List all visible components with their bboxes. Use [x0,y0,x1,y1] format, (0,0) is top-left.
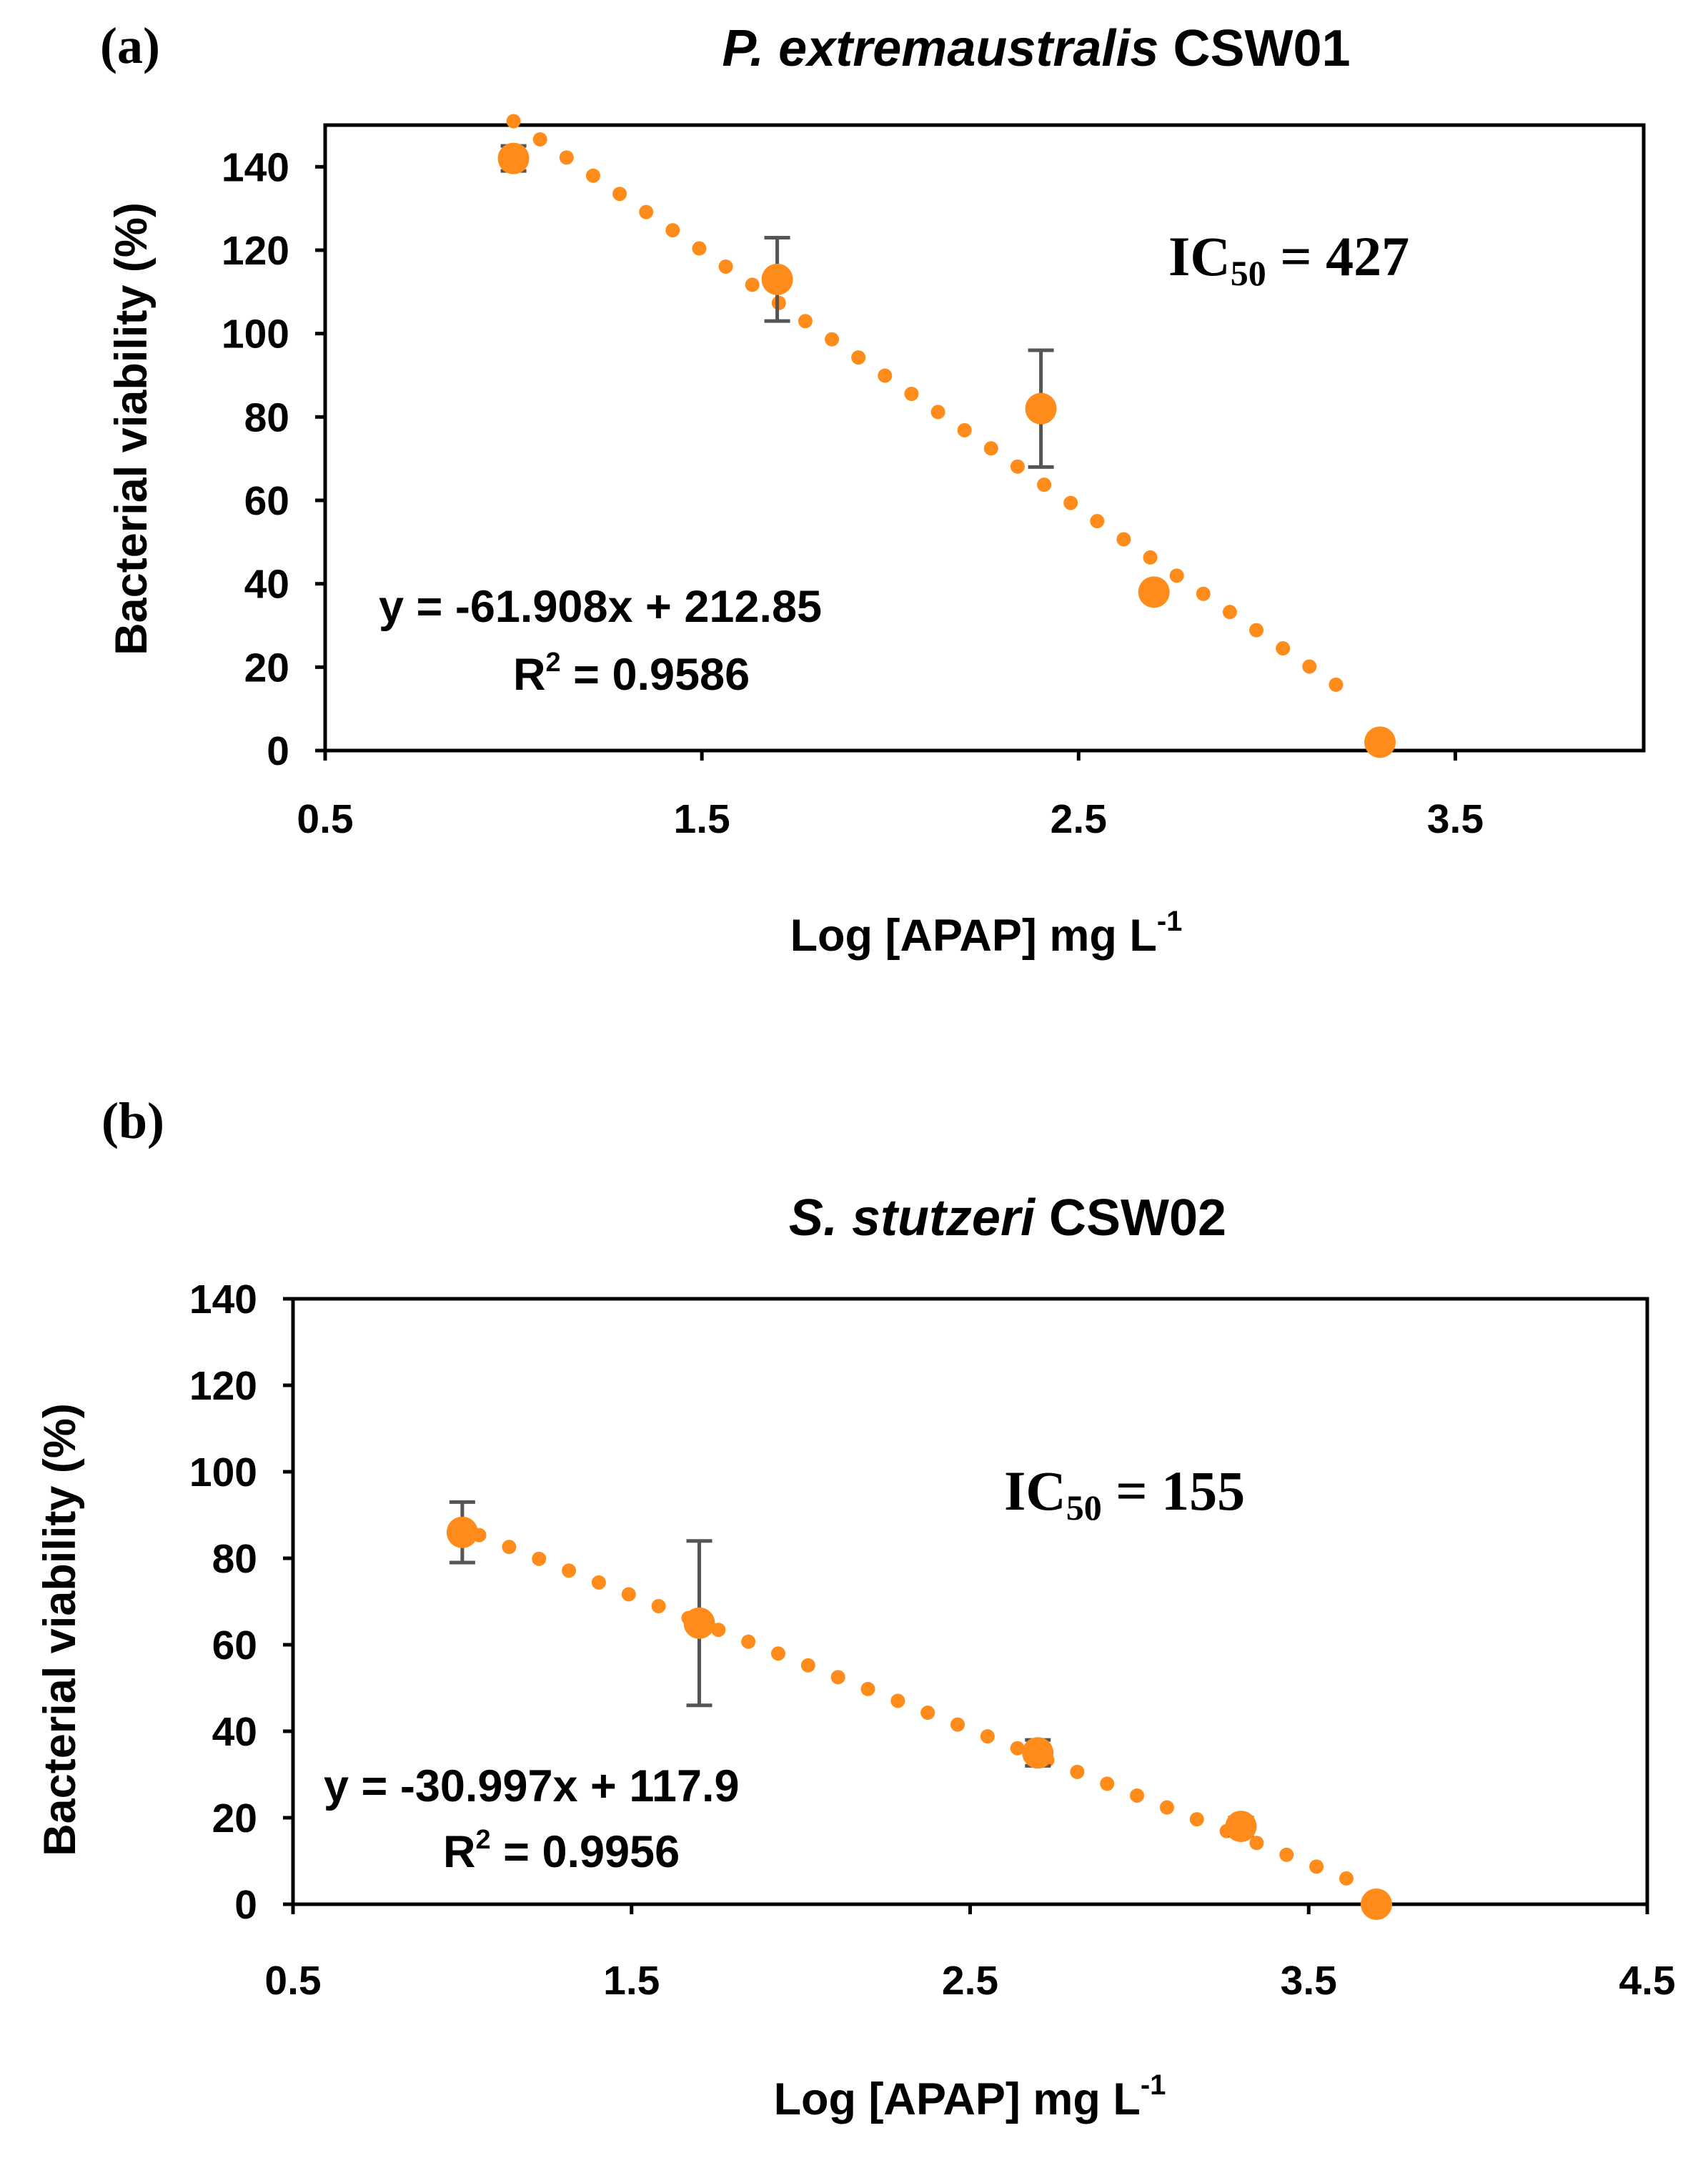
panel-a-y-axis-title: Bacterial viability (%) [106,202,157,655]
panel-a-ic50-prefix: IC [1168,225,1231,287]
panel-a-trendline-line [506,114,1369,710]
panel-b-data-point [683,1607,715,1639]
panel-b-ic50-sub: 50 [1066,1488,1102,1528]
panel-b-y-tick-label: 120 [189,1363,257,1409]
panel-a-r2-sup: 2 [546,648,561,678]
panel-a-xlabel-sup: -1 [1157,906,1183,937]
panel-a-data-point [761,263,793,295]
panel-b-trendline-line [472,1528,1377,1895]
panel-a-y-tick-label: 140 [222,144,289,190]
panel-a-y-tick-label: 40 [244,562,289,608]
panel-a-data-point [1025,392,1057,425]
panel-b-data-point [446,1516,478,1548]
panel-b-ic50: IC50 = 155 [1004,1460,1245,1528]
panel-b-x-axis-title: Log [APAP] mg L-1 [774,2069,1166,2124]
panel-b-ic50-prefix: IC [1004,1460,1066,1522]
panel-b-xlabel: Log [APAP] mg L [774,2074,1141,2124]
panel-a-y-tick-label: 80 [244,395,289,440]
panel-b-x-tick-label: 2.5 [942,1958,998,2004]
panel-b-y-tick-label: 100 [189,1450,257,1495]
panel-b-x-tick-label: 0.5 [264,1958,321,2004]
panel-a-trendline [506,114,1369,710]
panel-b-y-axis-title: Bacterial viability (%) [35,1403,85,1856]
panel-a-r2: R2 = 0.9586 [513,648,750,700]
panel-a-data-point [497,142,530,174]
panel-b: (b) S. stutzeri CSW02 0 20 40 60 80 100 120 140… [35,1092,1676,2124]
panel-b-xlabel-sup: -1 [1141,2069,1166,2101]
panel-b-data-point [1361,1889,1392,1920]
panel-b-data-point [1225,1811,1257,1843]
panel-b-axes: 0 20 40 60 80 100 120 140 0.5 1.5 2.5 3.5 4.5 [189,1277,1676,2004]
panel-b-y-tick-label: 140 [189,1277,257,1322]
panel-a-x-tick-label: 2.5 [1051,796,1107,842]
panel-b-label: (b) [101,1092,164,1149]
panel-b-title: S. stutzeri CSW02 [789,1189,1226,1247]
panel-a-x-tick-label: 0.5 [297,796,353,842]
panel-b-x-tick-label: 3.5 [1281,1958,1337,2004]
panel-a-data-point [1364,726,1396,758]
panel-b-y-tick-label: 40 [212,1709,257,1755]
panel-b-y-tick-label: 80 [212,1536,257,1582]
panel-b-equation: y = -30.997x + 117.9 [324,1761,740,1811]
panel-a-title: P. extremaustralis CSW01 [722,20,1350,77]
panel-a-title-species: P. extremaustralis [722,20,1158,77]
panel-b-ic50-value: = 155 [1102,1460,1245,1522]
panel-a-title-strain: CSW01 [1158,20,1350,77]
panel-a-r2-prefix: R [513,650,546,700]
panel-a-x-tick-label: 3.5 [1427,796,1484,842]
panel-b-points [446,1516,1392,1920]
panel-b-y-tick-label: 0 [234,1882,257,1928]
panel-a-points [497,142,1396,758]
panel-a-y-tick-label: 120 [222,228,289,274]
panel-a-plot-frame [323,123,1646,753]
panel-a-ic50-value: = 427 [1266,225,1409,287]
panel-a-y-tick-label: 100 [222,312,289,357]
panel-b-r2-sup: 2 [476,1825,491,1855]
panel-b-title-strain: CSW02 [1035,1189,1226,1247]
panel-a-label: (a) [100,17,160,74]
panel-b-y-tick-label: 60 [212,1623,257,1668]
panel-b-y-tick-label: 20 [212,1796,257,1841]
panel-b-r2-value: = 0.9956 [491,1827,680,1877]
panel-b-title-species: S. stutzeri [789,1189,1036,1247]
panel-a-y-tick-label: 20 [244,645,289,691]
panel-a-ic50-sub: 50 [1231,253,1266,293]
panel-a-equation: y = -61.908x + 212.85 [379,582,822,632]
panel-a: (a) P. extremaustralis CSW01 0 20 40 60 80 10… [100,17,1646,961]
panel-b-data-point [1022,1737,1054,1769]
panel-a-xlabel: Log [APAP] mg L [790,911,1157,961]
panel-b-plot-frame [291,1297,1649,1906]
panel-a-ic50: IC50 = 427 [1168,225,1409,293]
panel-a-r2-value: = 0.9586 [561,650,750,700]
panel-b-x-tick-label: 1.5 [603,1958,660,2004]
panel-a-y-tick-label: 0 [267,728,289,774]
panel-b-x-tick-label: 4.5 [1619,1958,1675,2004]
panel-b-r2-prefix: R [443,1827,476,1877]
panel-a-x-axis-title: Log [APAP] mg L-1 [790,906,1183,961]
panel-b-trendline [472,1528,1377,1895]
panel-a-data-point [1138,576,1170,608]
panel-b-r2: R2 = 0.9956 [443,1825,680,1877]
panel-a-x-tick-label: 1.5 [674,796,730,842]
panel-a-axes: 0 20 40 60 80 100 120 140 0.5 1.5 2.5 3.5 [222,144,1484,842]
panel-a-errorbars [500,144,1167,598]
panel-a-y-tick-label: 60 [244,478,289,524]
